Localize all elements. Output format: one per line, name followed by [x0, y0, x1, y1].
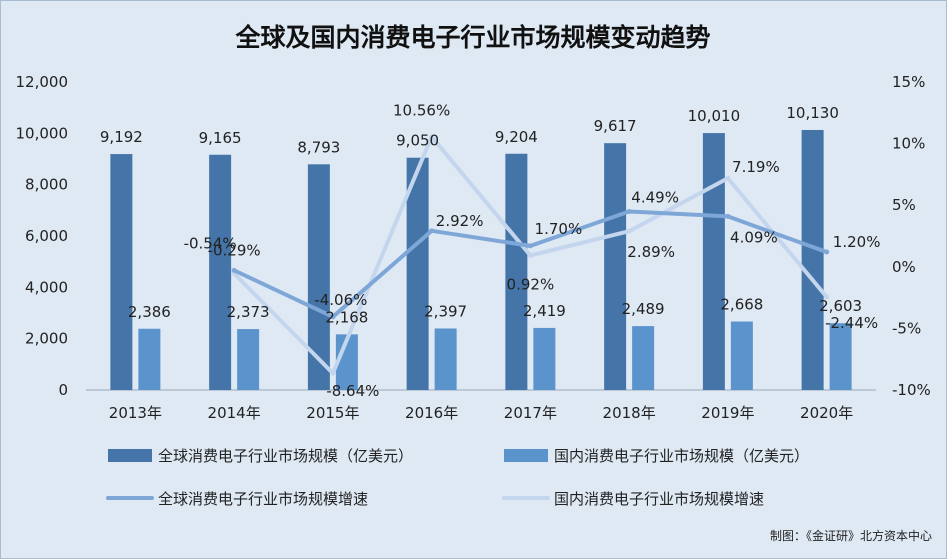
bar-domestic: [138, 328, 161, 390]
bar-domestic-label: 2,603: [819, 297, 862, 315]
bar-domestic-label: 2,668: [720, 296, 763, 314]
y-left-tick-label: 6,000: [25, 227, 68, 245]
line-domestic-label: -8.64%: [326, 382, 379, 400]
line-domestic-label: -0.54%: [184, 234, 237, 252]
line-global-label: -0.29%: [208, 241, 261, 259]
line-domestic-growth-point: [626, 228, 632, 234]
axes: 0 2,000 4,000 6,000 8,000 10,000 12,000 -10% -5%…: [16, 73, 931, 422]
bar-domestic: [533, 327, 556, 390]
x-tick-label: 2018年: [603, 404, 656, 422]
line-global-label: 2.92%: [436, 212, 484, 230]
line-global-growth-point: [330, 314, 336, 320]
line-global-label: -4.06%: [314, 291, 367, 309]
y-right-tick-label: -10%: [892, 381, 931, 399]
bar-global: [702, 133, 725, 390]
bar-global: [307, 164, 330, 390]
bar-global: [801, 129, 824, 390]
x-tick-label: 2016年: [405, 404, 458, 422]
bar-global-label: 9,165: [199, 129, 242, 147]
legend-domestic-bars-swatch: [504, 449, 548, 462]
line-global-growth-point: [626, 208, 632, 214]
bar-global-label: 8,793: [297, 138, 340, 156]
bar-domestic: [730, 321, 753, 390]
chart-title: 全球及国内消费电子行业市场规模变动趋势: [234, 23, 710, 52]
y-right-tick-label: 15%: [892, 73, 925, 91]
bar-domestic-label: 2,419: [523, 302, 566, 320]
line-global-label: 1.20%: [833, 233, 881, 251]
bar-global-label: 10,010: [688, 107, 741, 125]
bar-domestic-label: 2,386: [128, 303, 171, 321]
line-global-growth-point: [231, 267, 237, 273]
bars: [110, 129, 852, 390]
x-tick-label: 2014年: [208, 404, 261, 422]
legend: 全球消费电子行业市场规模（亿美元） 国内消费电子行业市场规模（亿美元） 全球消费电子…: [106, 447, 809, 508]
line-domestic-growth-point: [824, 294, 830, 300]
bar-domestic: [829, 323, 852, 390]
line-domestic-label: 2.89%: [627, 243, 675, 261]
bar-global-label: 9,204: [495, 128, 538, 146]
y-right-tick-label: 0%: [892, 258, 916, 276]
bar-global-label: 9,192: [100, 128, 143, 146]
x-tick-label: 2017年: [504, 404, 557, 422]
line-domestic-label: 7.19%: [732, 158, 780, 176]
y-left-tick-label: 10,000: [16, 124, 69, 142]
y-left-tick-label: 0: [58, 381, 68, 399]
line-domestic-growth-point: [725, 175, 731, 181]
bar-domestic-label: 2,168: [325, 308, 368, 326]
bar-global: [505, 153, 528, 390]
line-domestic-label: -2.44%: [825, 314, 878, 332]
y-right-tick-label: 10%: [892, 135, 925, 153]
legend-global-bars-swatch: [108, 449, 152, 462]
y-left-tick-label: 12,000: [16, 73, 69, 91]
bar-domestic-label: 2,373: [227, 303, 270, 321]
line-domestic-growth-point: [527, 252, 533, 258]
bar-global-label: 9,050: [396, 132, 439, 150]
line-global-label: 4.49%: [631, 188, 679, 206]
bar-domestic: [434, 328, 457, 390]
bar-domestic-label: 2,489: [622, 300, 665, 318]
line-global-growth-point: [824, 249, 830, 255]
legend-domestic-growth-label: 国内消费电子行业市场规模增速: [554, 490, 764, 508]
x-tick-label: 2013年: [109, 404, 162, 422]
bar-global-label: 10,130: [786, 104, 839, 122]
legend-global-growth-label: 全球消费电子行业市场规模增速: [158, 490, 368, 508]
bar-global: [406, 157, 429, 390]
line-global-label: 1.70%: [535, 220, 583, 238]
data-labels: 9,192 2,386 9,165 2,373 8,793 2,168 9,050 2,397…: [100, 102, 881, 401]
bar-domestic-label: 2,397: [424, 302, 467, 320]
line-domestic-label: 0.92%: [507, 275, 555, 293]
y-left-tick-label: 2,000: [25, 330, 68, 348]
bar-global: [110, 154, 133, 390]
line-global-label: 4.09%: [730, 228, 778, 246]
bar-global: [209, 154, 232, 390]
line-global-growth-point: [527, 243, 533, 249]
y-left-tick-label: 8,000: [25, 176, 68, 194]
line-domestic-growth-point: [330, 370, 336, 376]
line-domestic-growth-point: [429, 134, 435, 140]
source-note: 制图：《金证研》北方资本中心: [770, 528, 932, 543]
x-tick-label: 2020年: [800, 404, 853, 422]
line-global-growth-point: [725, 213, 731, 219]
y-left-tick-label: 4,000: [25, 278, 68, 296]
y-right-tick-label: 5%: [892, 196, 916, 214]
x-tick-label: 2019年: [701, 404, 754, 422]
lines: [231, 134, 830, 376]
legend-global-bars-label: 全球消费电子行业市场规模（亿美元）: [158, 447, 413, 465]
bar-domestic: [632, 326, 655, 390]
legend-domestic-bars-label: 国内消费电子行业市场规模（亿美元）: [554, 447, 809, 465]
line-domestic-label: 10.56%: [393, 102, 450, 120]
bar-domestic: [237, 329, 260, 390]
y-right-tick-label: -5%: [892, 319, 921, 337]
bar-global: [604, 143, 627, 390]
bar-global-label: 9,617: [594, 117, 637, 135]
x-tick-label: 2015年: [306, 404, 359, 422]
line-global-growth-point: [429, 228, 435, 234]
